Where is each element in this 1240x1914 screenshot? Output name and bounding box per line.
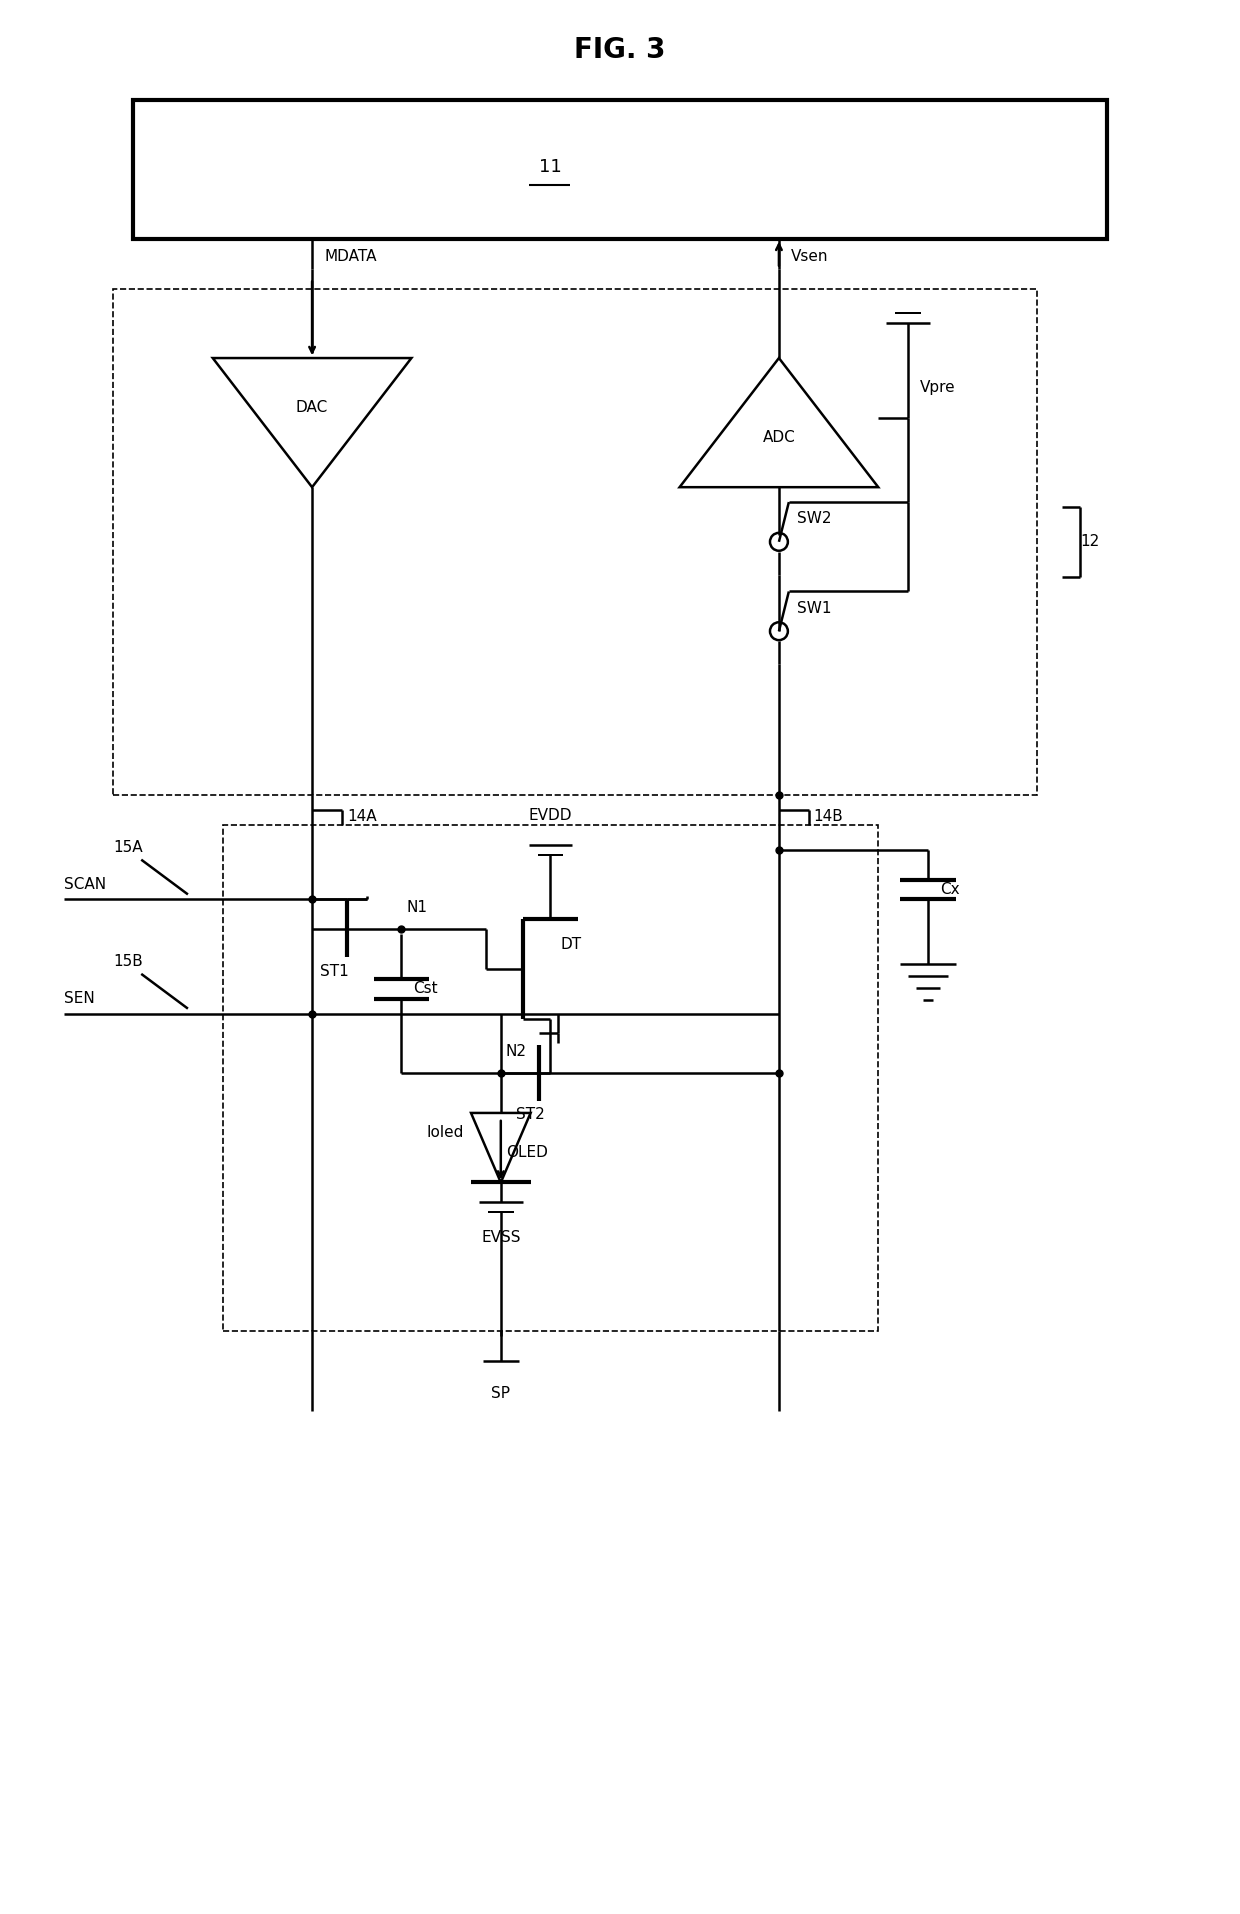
Text: 12: 12 [1080, 534, 1099, 549]
Text: N2: N2 [506, 1043, 527, 1058]
Text: OLED: OLED [506, 1145, 548, 1160]
Text: Cst: Cst [413, 982, 438, 997]
Text: ST1: ST1 [320, 965, 348, 980]
Text: N1: N1 [407, 900, 428, 915]
Text: 14A: 14A [347, 810, 377, 825]
Text: DT: DT [560, 936, 582, 951]
Text: 15B: 15B [113, 955, 143, 970]
Text: SEN: SEN [63, 991, 94, 1007]
Text: 14B: 14B [813, 810, 843, 825]
Text: MDATA: MDATA [324, 249, 377, 264]
Text: SCAN: SCAN [63, 877, 105, 892]
Text: FIG. 3: FIG. 3 [574, 36, 666, 65]
Text: EVSS: EVSS [481, 1231, 521, 1246]
Text: SP: SP [491, 1386, 511, 1401]
Text: SW2: SW2 [797, 511, 831, 526]
Bar [113, 289, 1037, 794]
Text: ADC: ADC [763, 431, 795, 446]
Bar [133, 100, 1107, 239]
Text: ST2: ST2 [516, 1108, 544, 1122]
Text: EVDD: EVDD [528, 808, 572, 823]
Bar [223, 825, 878, 1332]
Text: Cx: Cx [940, 882, 960, 898]
Text: DAC: DAC [296, 400, 329, 415]
Text: Vpre: Vpre [920, 381, 956, 396]
Text: SW1: SW1 [797, 601, 831, 616]
Text: Vsen: Vsen [791, 249, 828, 264]
Text: 15A: 15A [113, 840, 143, 856]
Text: Ioled: Ioled [427, 1125, 464, 1141]
Text: 11: 11 [539, 159, 562, 176]
